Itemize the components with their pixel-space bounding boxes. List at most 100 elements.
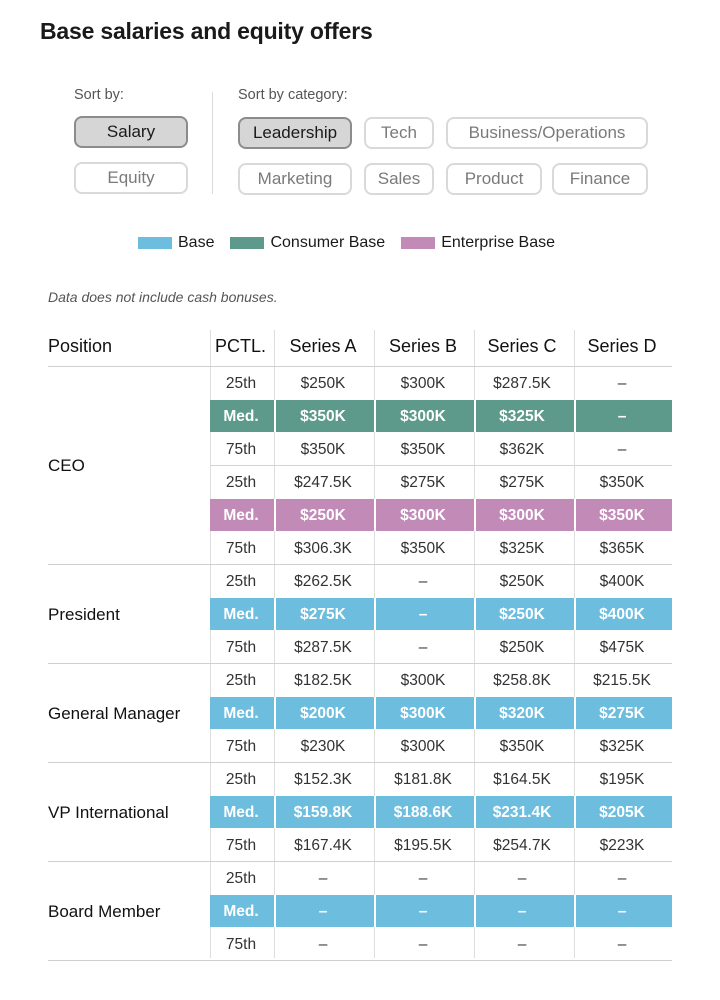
band-separator: [274, 796, 276, 828]
pctl-label: 25th: [225, 770, 257, 788]
table-cell: $320K: [499, 704, 545, 722]
pctl-label: 25th: [225, 374, 257, 392]
header-series-a: Series A: [289, 336, 357, 356]
category-tech-button[interactable]: Tech: [364, 117, 434, 149]
median-band: [210, 796, 672, 828]
table-cell: –: [318, 902, 328, 920]
legend-label-consumer-base: Consumer Base: [270, 234, 386, 251]
sort-by-category-label: Sort by category:: [238, 87, 348, 103]
table-cell: $400K: [599, 572, 645, 590]
table-cell: $400K: [599, 605, 645, 623]
table-cell: $250K: [300, 374, 346, 392]
table-cell: $247.5K: [294, 473, 352, 491]
table-cell: $300K: [400, 704, 446, 722]
table-cell: $275K: [300, 605, 346, 623]
table-cell: $250K: [499, 572, 545, 590]
table-cell: $306.3K: [294, 539, 352, 557]
band-separator: [474, 499, 476, 531]
table-cell: $325K: [499, 539, 545, 557]
header-series-d: Series D: [587, 336, 657, 356]
table-cell: $258.8K: [493, 671, 551, 689]
table-cell: $195K: [599, 770, 645, 788]
table-cell: –: [517, 869, 527, 887]
table-cell: $300K: [400, 407, 446, 425]
table-cell: $254.7K: [493, 836, 551, 854]
band-separator: [474, 598, 476, 630]
category-leadership-button[interactable]: Leadership: [238, 117, 352, 149]
band-separator: [274, 499, 276, 531]
band-separator: [274, 895, 276, 927]
table-cell: $167.4K: [294, 836, 352, 854]
header-series-b: Series B: [388, 336, 458, 356]
band-separator: [374, 400, 376, 432]
median-band: [210, 697, 672, 729]
pctl-label: 25th: [225, 473, 257, 491]
band-separator: [374, 697, 376, 729]
controls-divider: [212, 92, 213, 194]
category-finance-button[interactable]: Finance: [552, 163, 648, 195]
position-label: General Manager: [48, 703, 181, 723]
table-cell: $275K: [499, 473, 545, 491]
table-cell: $325K: [599, 737, 645, 755]
pctl-label: Med.: [223, 803, 259, 821]
sort-equity-button[interactable]: Equity: [74, 162, 188, 194]
median-band: [210, 895, 672, 927]
pctl-label: 75th: [225, 935, 257, 953]
legend-label-enterprise-base: Enterprise Base: [441, 234, 556, 251]
table-cell: –: [318, 869, 328, 887]
pctl-label: 75th: [225, 638, 257, 656]
table-cell: –: [418, 869, 428, 887]
table-cell: $350K: [400, 440, 446, 458]
table-cell: $262.5K: [294, 572, 352, 590]
table-cell: $152.3K: [294, 770, 352, 788]
category-sales-button[interactable]: Sales: [364, 163, 434, 195]
table-cell: $300K: [400, 506, 446, 524]
category-business-operations-button[interactable]: Business/Operations: [446, 117, 648, 149]
category-marketing-button[interactable]: Marketing: [238, 163, 352, 195]
column-divider: [210, 330, 211, 958]
table-cell: $181.8K: [394, 770, 452, 788]
table-cell: $223K: [599, 836, 645, 854]
table-cell: –: [418, 638, 428, 656]
table-cell: –: [418, 572, 428, 590]
table-cell: $300K: [400, 374, 446, 392]
table-cell: –: [418, 935, 428, 953]
sort-salary-button[interactable]: Salary: [74, 116, 188, 148]
category-product-button[interactable]: Product: [446, 163, 542, 195]
legend-swatch-consumer-base: [230, 237, 265, 249]
group-divider: [48, 663, 672, 664]
position-label: VP International: [48, 802, 169, 822]
block-divider: [210, 465, 672, 466]
header-position: Position: [48, 336, 113, 356]
table-cell: $205K: [599, 803, 645, 821]
table-cell: $287.5K: [294, 638, 352, 656]
table-cell: $164.5K: [493, 770, 551, 788]
table-cell: $300K: [400, 737, 446, 755]
band-separator: [474, 400, 476, 432]
legend: Base Consumer Base Enterprise Base: [138, 234, 571, 252]
group-divider: [48, 564, 672, 565]
band-separator: [474, 796, 476, 828]
median-band: [210, 400, 672, 432]
table-cell: –: [617, 374, 627, 392]
band-separator: [574, 499, 576, 531]
sort-by-label: Sort by:: [74, 87, 124, 103]
table-cell: $200K: [300, 704, 346, 722]
table-cell: –: [517, 935, 527, 953]
position-label: CEO: [48, 456, 85, 475]
table-cell: –: [617, 869, 627, 887]
pctl-label: 75th: [225, 539, 257, 557]
table-cell: $275K: [599, 704, 645, 722]
table-cell: $365K: [599, 539, 645, 557]
table-cell: –: [418, 902, 428, 920]
legend-item-base: Base: [138, 234, 214, 252]
pctl-label: 75th: [225, 836, 257, 854]
page-title: Base salaries and equity offers: [40, 18, 373, 44]
table-cell: $230K: [300, 737, 346, 755]
table-cell: $215.5K: [593, 671, 651, 689]
band-separator: [574, 796, 576, 828]
table-cell: $300K: [400, 671, 446, 689]
band-separator: [274, 598, 276, 630]
table-cell: $250K: [300, 506, 346, 524]
band-separator: [574, 598, 576, 630]
